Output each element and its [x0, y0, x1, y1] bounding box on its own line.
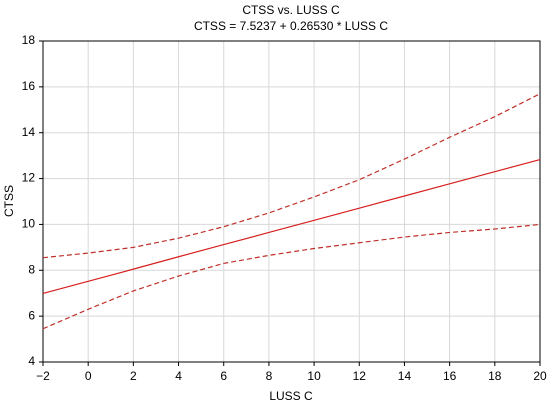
- y-tick-label: 14: [22, 125, 36, 139]
- series-line: [42, 93, 541, 259]
- x-tick-label: 16: [443, 369, 457, 383]
- y-tick-label: 4: [28, 354, 35, 368]
- y-tick-label: 10: [22, 217, 36, 231]
- x-tick-label: 2: [130, 369, 137, 383]
- chart-subtitle: CTSS = 7.5237 + 0.26530 * LUSS C: [194, 19, 388, 33]
- x-tick-label: 18: [488, 369, 502, 383]
- y-tick-label: 18: [22, 33, 36, 47]
- series-line: [42, 223, 541, 330]
- x-tick-label: −2: [36, 369, 50, 383]
- x-tick-label: 20: [533, 369, 547, 383]
- y-tick-label: 12: [22, 171, 36, 185]
- y-tick-label: 8: [28, 262, 35, 276]
- x-axis-label: LUSS C: [269, 389, 313, 403]
- x-tick-label: 6: [220, 369, 227, 383]
- x-tick-label: 10: [307, 369, 321, 383]
- x-tick-label: 12: [353, 369, 367, 383]
- plot-frame: [42, 40, 541, 363]
- y-tick-label: 6: [28, 308, 35, 322]
- x-tick-label: 14: [398, 369, 412, 383]
- y-tick-label: 16: [22, 79, 36, 93]
- chart-title: CTSS vs. LUSS C: [242, 3, 340, 17]
- x-tick-label: 4: [175, 369, 182, 383]
- series-line: [42, 158, 541, 295]
- x-tick-label: 8: [266, 369, 273, 383]
- x-tick-label: 0: [85, 369, 92, 383]
- y-axis-label: CTSS: [2, 185, 16, 217]
